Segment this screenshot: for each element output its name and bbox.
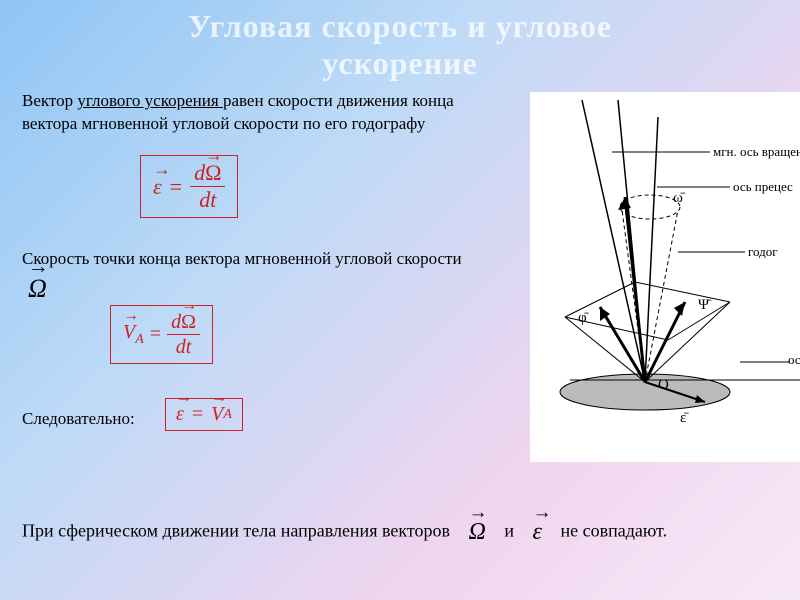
para4-a: При сферическом движении тела направлени… (22, 520, 450, 540)
sym-eps2: ε (176, 403, 184, 426)
sym-t1: t (210, 187, 216, 212)
eq-eps-def: ε = dΩ dt (140, 155, 238, 218)
lbl-prec-axis: ось прецес (733, 179, 793, 195)
sym-omega1: Ω (205, 162, 221, 184)
sym-d1: d (194, 160, 205, 185)
frac-domega-dt-2: dΩ dt (167, 312, 200, 357)
para-2: Скорость точки конца вектора мгновенной … (22, 248, 462, 306)
sym-Asub: A (135, 332, 144, 347)
lbl-psi-bar: Ψ̄ (698, 297, 709, 314)
lbl-mgn-axis: мгн. ось вращени (713, 144, 800, 160)
sym-eps: ε (153, 174, 162, 200)
lbl-godograph: годог (748, 244, 778, 260)
lbl-os: ос (788, 352, 800, 368)
para2-text: Скорость точки конца вектора мгновенной … (22, 249, 462, 268)
para1-u: углового ускорения (77, 91, 223, 110)
precession-diagram: мгн. ось вращени ось прецес годог ос ω̄ … (530, 92, 800, 462)
lbl-origin-O: O (658, 377, 669, 394)
para3-text: Следовательно: (22, 409, 135, 428)
title-line2: ускорение (322, 45, 477, 81)
para4-c: не совпадают. (560, 520, 667, 540)
slide-title: Угловая скорость и угловое ускорение (0, 8, 800, 82)
sym-eq2: = (150, 323, 161, 346)
eq-eps-va: ε = VA (165, 398, 243, 431)
sym-d3: d (171, 311, 181, 333)
title-line1: Угловая скорость и угловое (188, 8, 612, 44)
sym-V2: V (211, 403, 223, 426)
frac-domega-dt: dΩ dt (190, 162, 225, 211)
sym-eq3: = (192, 403, 203, 426)
para1-a: Вектор (22, 91, 77, 110)
para-3: Следовательно: (22, 408, 135, 431)
sym-omega2: Ω (181, 312, 196, 332)
para4-b: и (504, 520, 514, 540)
sym-V: V (123, 321, 135, 344)
eq-va-def: VA = dΩ dt (110, 305, 213, 364)
lbl-eps-bar: ε̄ (680, 410, 686, 427)
para-4: При сферическом движении тела направлени… (22, 516, 782, 548)
sym-omega-inline: Ω (28, 271, 47, 306)
lbl-omega-bar: ω̄ (673, 190, 683, 207)
sym-d4: d (176, 336, 186, 358)
sym-Asub2: A (223, 407, 232, 423)
sym-t2: t (186, 336, 192, 358)
sym-eq: = (170, 174, 182, 200)
sym-d2: d (199, 187, 210, 212)
lbl-phi-bar: φ̄ (578, 310, 587, 327)
para-1: Вектор углового ускорения равен скорости… (22, 90, 512, 136)
sym-eps-bottom: ε (533, 516, 542, 548)
sym-omega-bottom: Ω (469, 516, 486, 548)
